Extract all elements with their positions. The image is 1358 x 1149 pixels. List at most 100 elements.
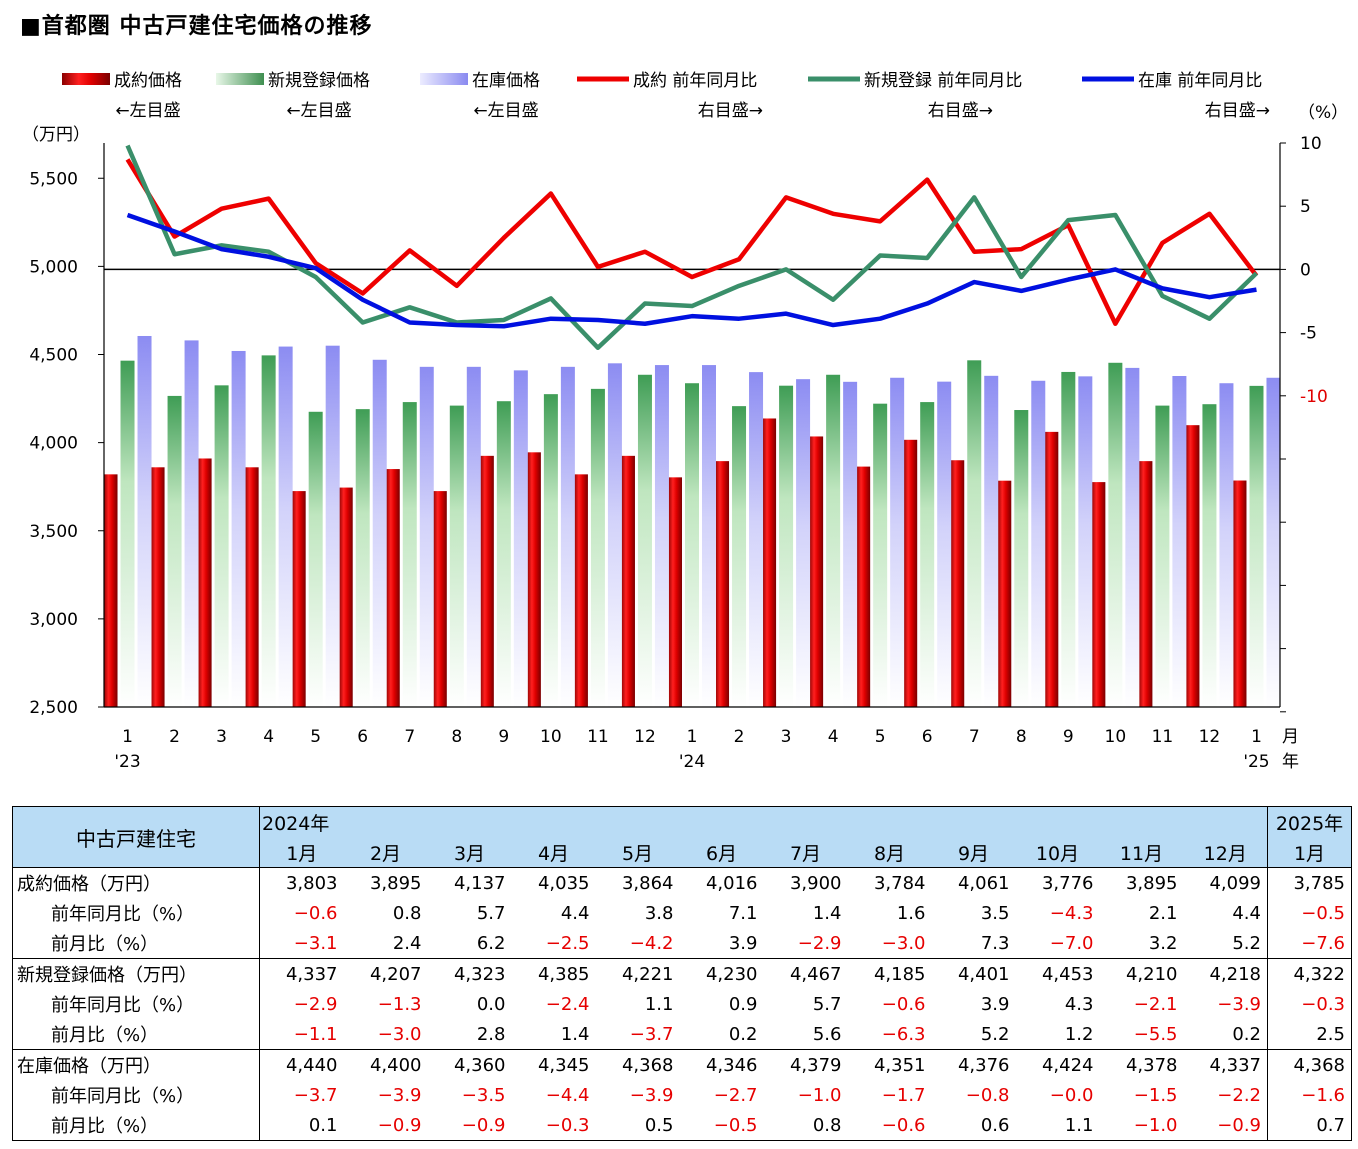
bar-stock-2	[184, 340, 199, 707]
bar-new-22	[1108, 362, 1123, 707]
bar-new-6	[355, 409, 370, 707]
table-month-header: 3月	[427, 837, 512, 868]
x-tick-label: 10	[1105, 727, 1127, 747]
table-value-cell: −2.5	[511, 928, 596, 959]
table-value-cell: 4,210	[1099, 958, 1184, 989]
legend-axis-note-line-2: 右目盛→	[928, 101, 993, 121]
x-tick-label: 2	[169, 727, 180, 747]
table-row: 成約価格（万円） 3,803 3,895 4,137 4,035 3,864 4,016 3,…	[12, 867, 1352, 898]
table-row-label: 前月比（%）	[12, 1110, 260, 1141]
x-tick-label: 8	[1016, 727, 1027, 747]
table-value-cell: 4,401	[931, 958, 1016, 989]
bar-new-18	[920, 402, 935, 707]
table-value-cell: 4,345	[511, 1049, 596, 1080]
bar-new-25	[1249, 385, 1264, 707]
table-value-cell: 4,099	[1209, 872, 1261, 894]
table-value-cell: 5.7	[812, 993, 842, 1015]
bar-sold-3	[197, 458, 212, 707]
table-value-cell: 4,453	[1015, 958, 1100, 989]
x-tick-label: 11	[1152, 727, 1174, 747]
right-tick-label: 0	[1300, 260, 1311, 280]
table-value-cell: 4.4	[1232, 902, 1261, 924]
table-value-cell: 4,185	[847, 958, 932, 989]
table-value-cell: −2.1	[1133, 993, 1178, 1015]
table-value-cell: −0.3	[511, 1110, 596, 1141]
bar-stock-9	[513, 370, 528, 707]
x-year-label: '24	[679, 752, 705, 772]
table-value-cell: −2.4	[545, 993, 590, 1015]
table-month-header: 12月	[1183, 837, 1268, 868]
table-value-cell: 4,016	[705, 872, 758, 894]
bar-new-14	[732, 406, 747, 707]
table-value-cell: 1.4	[812, 902, 842, 924]
line-new-yoy	[125, 144, 1259, 351]
table-value-cell: −0.9	[1183, 1110, 1268, 1141]
x-tick-label: 4	[828, 727, 839, 747]
x-tick-label: 3	[216, 727, 227, 747]
table-value-cell: 4,337	[1183, 1049, 1268, 1080]
x-tick-label: 7	[969, 727, 980, 747]
bar-new-11	[590, 388, 605, 707]
x-tick-label: 3	[781, 727, 792, 747]
table-value-cell: 4,351	[847, 1049, 932, 1080]
table-row: 前年同月比（%） −3.7 −3.9 −3.5 −4.4 −3.9 −2.7 −1.0 −1.7…	[12, 1080, 1352, 1110]
bar-sold-12	[620, 455, 635, 707]
x-tick-label: 9	[1063, 727, 1074, 747]
table-value-cell: 1.1	[644, 993, 674, 1015]
table-year-header: 2025年	[1267, 806, 1352, 837]
bar-stock-5	[325, 345, 340, 707]
table-row: 前月比（%） 0.1 −0.9 −0.9 −0.3 0.5 −0.5 0.8 −0.6 0.6 1.…	[12, 1110, 1352, 1141]
left-tick-label: 4,000	[29, 434, 78, 454]
table-value-cell: 4,221	[595, 958, 680, 989]
table-month-header: 10月	[1015, 837, 1100, 868]
bar-stock-16	[843, 381, 858, 707]
table-value-cell: 0.9	[728, 993, 758, 1015]
bar-new-23	[1155, 405, 1170, 707]
table-row: 前年同月比（%） −0.6 0.8 5.7 4.4 3.8 7.1 1.4 1.6 3.5 −4.3…	[12, 898, 1352, 928]
bar-new-1	[120, 360, 135, 707]
bar-stock-14	[749, 372, 764, 707]
table-value-cell: 1.6	[896, 902, 926, 924]
table-value-cell: −3.7	[293, 1084, 338, 1106]
table-month-header: 1月	[259, 837, 344, 868]
table-value-cell: −0.6	[293, 902, 338, 924]
bar-sold-15	[762, 418, 777, 707]
legend-axis-note-bar-3: ←左目盛	[473, 101, 538, 121]
table-value-cell: 7.3	[931, 928, 1016, 959]
table-value-cell: 5.2	[1183, 928, 1268, 959]
table-value-cell: 4.4	[560, 902, 590, 924]
table-value-cell: −4.3	[1049, 902, 1094, 924]
left-tick-label: 5,000	[29, 257, 78, 277]
table-month-header: 11月	[1099, 837, 1184, 868]
line-series-group	[125, 144, 1259, 351]
table-value-cell: 3,776	[1041, 872, 1094, 894]
table-value-cell: −7.6	[1267, 928, 1352, 959]
bar-sold-6	[338, 487, 353, 707]
table-year-header: 2024年	[259, 806, 1268, 837]
bar-stock-21	[1078, 376, 1093, 707]
bar-sold-19	[950, 460, 965, 707]
legend-label-bar-2: 新規登録価格	[268, 71, 370, 91]
line-sold-yoy	[125, 158, 1259, 327]
bar-new-4	[261, 355, 276, 707]
x-tick-label: 1	[687, 727, 698, 747]
table-value-cell: 3.9	[980, 993, 1010, 1015]
table-value-cell: 4,440	[259, 1049, 344, 1080]
bar-stock-20	[1031, 380, 1046, 707]
table-row-label: 前年同月比（%）	[12, 989, 260, 1019]
table-value-cell: 4,323	[427, 958, 512, 989]
bar-stock-23	[1172, 376, 1187, 707]
bar-new-10	[543, 394, 558, 707]
table-value-cell: 3,895	[1125, 872, 1178, 894]
bar-new-3	[214, 385, 229, 707]
table-value-cell: 3.5	[980, 902, 1010, 924]
bar-new-19	[967, 360, 982, 707]
table-row-label: 前年同月比（%）	[12, 1080, 260, 1110]
price-data-table: 中古戸建住宅 2024年 2025年 1月 2月 3月 4月 5月 6月 7月 8月 9月 10月 11月…	[12, 806, 1352, 1141]
table-value-cell: 6.2	[427, 928, 512, 959]
bar-sold-7	[385, 469, 400, 707]
table-month-header: 8月	[847, 837, 932, 868]
table-value-cell: −2.9	[763, 928, 848, 959]
table-value-cell: −3.0	[343, 1019, 428, 1050]
legend-label-line-1: 成約 前年同月比	[633, 71, 757, 91]
